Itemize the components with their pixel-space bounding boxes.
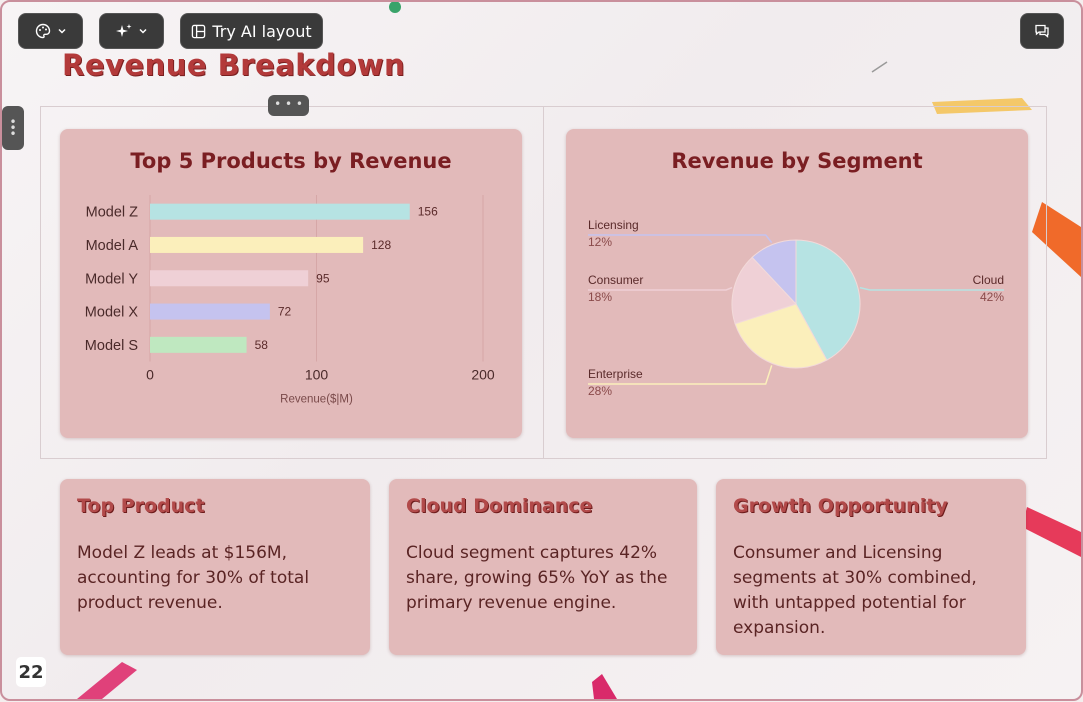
pie-leader-line xyxy=(588,365,773,385)
pie-chart-card[interactable]: Revenue by Segment Cloud 42% Enterprise 28%… xyxy=(566,129,1028,438)
pie-leader-line xyxy=(588,286,733,291)
layout-icon xyxy=(192,24,206,38)
pie-chart: Cloud 42% Enterprise 28% Consumer 18% Licensin… xyxy=(588,218,1004,398)
pie-value-label: 18% xyxy=(588,290,612,304)
pie-slice-label: Cloud xyxy=(973,273,1004,287)
insight-body: Cloud segment captures 42% share, growin… xyxy=(406,543,668,613)
pie-chart-title: Revenue by Segment xyxy=(671,149,923,173)
bar xyxy=(150,336,247,353)
bar-chart-title: Top 5 Products by Revenue xyxy=(130,149,452,173)
y-category-label: Model A xyxy=(86,238,139,254)
pie-slice xyxy=(731,256,797,325)
x-tick-label: 100 xyxy=(305,367,329,383)
chevron-down-icon xyxy=(138,28,147,34)
pie-slice-label: Consumer xyxy=(588,273,643,287)
bar-value-label: 156 xyxy=(418,205,438,219)
pie-slice xyxy=(795,239,861,361)
insight-card-top-product[interactable]: Top Product Model Z leads at $156M, acco… xyxy=(60,479,370,655)
insight-title: Top Product xyxy=(77,495,205,517)
pie-slice xyxy=(751,239,797,306)
try-ai-layout-button[interactable]: Try AI layout xyxy=(180,13,323,49)
pie-slice-label: Licensing xyxy=(588,218,639,232)
pie-leader-line xyxy=(588,234,773,244)
theme-button[interactable] xyxy=(18,13,83,49)
sparkle-icon xyxy=(115,24,131,37)
insight-title: Growth Opportunity xyxy=(733,495,948,517)
page-number: 22 xyxy=(16,657,46,687)
insight-card-growth-opportunity[interactable]: Growth Opportunity Consumer and Licensin… xyxy=(716,479,1026,655)
x-tick-label: 0 xyxy=(146,367,154,383)
pie-slice-label: Enterprise xyxy=(588,367,643,381)
y-category-label: Model X xyxy=(85,305,139,321)
bar-chart-card[interactable]: Top 5 Products by Revenue 0 100 200 Model Z… xyxy=(60,129,522,438)
drag-handle-horizontal[interactable]: • • • xyxy=(268,95,309,116)
insight-card-cloud-dominance[interactable]: Cloud Dominance Cloud segment captures 4… xyxy=(389,479,697,655)
drag-handle-vertical[interactable]: • • • xyxy=(2,106,24,150)
insight-body: Consumer and Licensing segments at 30% c… xyxy=(733,543,977,638)
bar-chart: 0 100 200 Model Z 156 Model A 128 Model Y 95 Mode… xyxy=(85,195,495,406)
chart-group-divider xyxy=(543,106,544,459)
bar-value-label: 128 xyxy=(371,238,391,252)
pie-leader-line xyxy=(859,286,1004,291)
bar xyxy=(150,303,270,320)
bar xyxy=(150,236,364,253)
palette-icon xyxy=(35,23,50,39)
ai-assist-button[interactable] xyxy=(99,13,164,49)
pie-value-label: 28% xyxy=(588,384,612,398)
y-category-label: Model Y xyxy=(85,271,138,287)
bar-value-label: 58 xyxy=(255,338,269,352)
comments-button[interactable] xyxy=(1020,13,1064,49)
bar xyxy=(150,203,410,220)
comments-icon xyxy=(1035,24,1049,38)
bar-value-label: 72 xyxy=(278,305,292,319)
x-axis-label: Revenue($|M) xyxy=(280,394,353,406)
pie-value-label: 12% xyxy=(588,235,612,249)
y-category-label: Model S xyxy=(85,338,138,354)
x-tick-label: 200 xyxy=(471,367,495,383)
pie-slice xyxy=(734,303,828,369)
pie-value-label: 42% xyxy=(980,290,1004,304)
chevron-down-icon xyxy=(57,28,66,34)
page-title: Revenue Breakdown xyxy=(62,48,406,82)
bar-value-label: 95 xyxy=(316,271,330,285)
y-category-label: Model Z xyxy=(86,205,139,221)
bar xyxy=(150,270,309,287)
insight-title: Cloud Dominance xyxy=(406,495,593,517)
try-ai-layout-label: Try AI layout xyxy=(212,21,312,41)
insight-body: Model Z leads at $156M, accounting for 3… xyxy=(77,543,310,613)
